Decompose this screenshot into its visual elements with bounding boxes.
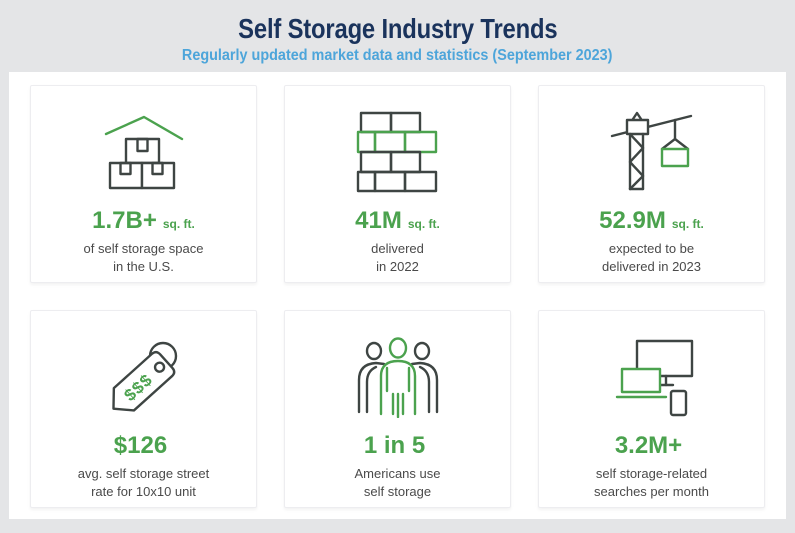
desc-line: in 2022 xyxy=(376,259,419,274)
stat-value: 1 in 5 xyxy=(363,432,426,459)
stat-line: $126 xyxy=(114,432,173,460)
card-street-rate: $$$ $126 avg. self storage street rate f… xyxy=(30,310,257,508)
storage-boxes-icon xyxy=(102,109,186,195)
stat-line: 41M sq. ft. xyxy=(355,207,440,235)
people-icon xyxy=(354,334,442,420)
card-usage-rate: 1 in 5 Americans use self storage xyxy=(284,310,511,508)
stat-description: Americans use self storage xyxy=(355,465,441,501)
desc-line: expected to be xyxy=(608,241,695,256)
stat-line: 3.2M+ xyxy=(615,432,688,460)
page-subtitle: Regularly updated market data and statis… xyxy=(182,47,613,64)
desc-line: delivered in 2023 xyxy=(601,259,702,274)
stats-panel: 1.7B+ sq. ft. of self storage space in t… xyxy=(9,72,786,519)
stat-value: 41M xyxy=(355,207,402,234)
stat-unit: sq. ft. xyxy=(671,217,704,231)
desc-line: avg. self storage street xyxy=(77,466,210,481)
desc-line: self storage xyxy=(363,484,432,499)
stat-description: expected to be delivered in 2023 xyxy=(602,240,701,276)
stat-value: $126 xyxy=(113,432,168,459)
desc-line: self storage-related xyxy=(595,466,708,481)
stat-description: delivered in 2022 xyxy=(371,240,424,276)
desc-line: searches per month xyxy=(594,484,709,499)
stat-unit: sq. ft. xyxy=(407,217,440,231)
infographic-header: Self Storage Industry Trends Regularly u… xyxy=(0,0,795,65)
stat-line: 52.9M sq. ft. xyxy=(599,207,704,235)
stat-value: 1.7B+ xyxy=(92,207,157,234)
stat-description: of self storage space in the U.S. xyxy=(84,240,204,276)
price-tag-icon: $$$ xyxy=(105,334,183,420)
stat-description: avg. self storage street rate for 10x10 … xyxy=(78,465,210,501)
card-storage-space: 1.7B+ sq. ft. of self storage space in t… xyxy=(30,85,257,283)
stat-line: 1 in 5 xyxy=(364,432,431,460)
stats-grid: 1.7B+ sq. ft. of self storage space in t… xyxy=(30,85,765,508)
stat-line: 1.7B+ sq. ft. xyxy=(92,207,195,235)
stat-value: 3.2M+ xyxy=(614,432,683,459)
desc-line: in the U.S. xyxy=(113,259,174,274)
desc-line: delivered xyxy=(371,241,424,256)
brick-wall-icon xyxy=(355,109,441,195)
stat-unit: sq. ft. xyxy=(162,217,195,231)
stat-value: 52.9M xyxy=(599,207,666,234)
desc-line: of self storage space xyxy=(83,241,204,256)
page-title: Self Storage Industry Trends xyxy=(237,13,558,44)
crane-icon xyxy=(606,109,698,195)
stat-description: self storage-related searches per month xyxy=(594,465,709,501)
desc-line: rate for 10x10 unit xyxy=(91,484,196,499)
devices-icon xyxy=(609,334,695,420)
card-expected-2023: 52.9M sq. ft. expected to be delivered i… xyxy=(538,85,765,283)
card-delivered-2022: 41M sq. ft. delivered in 2022 xyxy=(284,85,511,283)
desc-line: Americans use xyxy=(354,466,441,481)
card-monthly-searches: 3.2M+ self storage-related searches per … xyxy=(538,310,765,508)
